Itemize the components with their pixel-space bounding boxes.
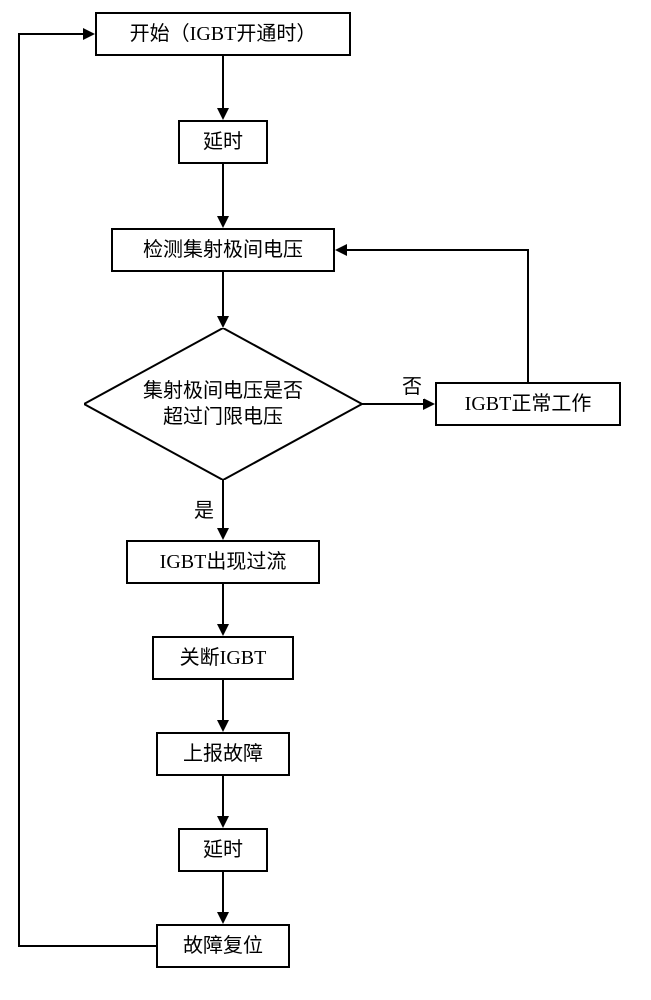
arrowhead-decision-normal [423, 398, 435, 410]
node-delay2-label: 延时 [203, 837, 243, 863]
node-decision: 集射极间电压是否超过门限电压 [84, 328, 362, 480]
edge-decision-normal [362, 403, 423, 405]
arrowhead-delay1-detect [217, 216, 229, 228]
node-normal: IGBT正常工作 [435, 382, 621, 426]
edge-delay2-reset [222, 872, 224, 912]
arrowhead-report-delay2 [217, 816, 229, 828]
edge-normal-detect-v [527, 250, 529, 382]
node-detect-label: 检测集射极间电压 [143, 237, 303, 263]
edge-reset-start-h2 [18, 33, 83, 35]
edge-shutdown-report [222, 680, 224, 720]
arrowhead-overcurrent-shutdown [217, 624, 229, 636]
node-normal-label: IGBT正常工作 [465, 391, 592, 417]
edge-delay1-detect [222, 164, 224, 216]
edge-reset-start-v [18, 33, 20, 947]
edge-start-delay1 [222, 56, 224, 108]
edge-report-delay2 [222, 776, 224, 816]
node-overcurrent: IGBT出现过流 [126, 540, 320, 584]
node-report-label: 上报故障 [183, 741, 263, 767]
arrowhead-reset-start [83, 28, 95, 40]
arrowhead-delay2-reset [217, 912, 229, 924]
edge-normal-detect-h [347, 249, 529, 251]
node-start-label: 开始（IGBT开通时） [130, 21, 317, 47]
edge-detect-decision [222, 272, 224, 316]
arrowhead-decision-overcurrent [217, 528, 229, 540]
node-start: 开始（IGBT开通时） [95, 12, 351, 56]
arrowhead-normal-detect [335, 244, 347, 256]
edge-reset-start-h1 [18, 945, 156, 947]
node-detect: 检测集射极间电压 [111, 228, 335, 272]
node-reset: 故障复位 [156, 924, 290, 968]
node-report: 上报故障 [156, 732, 290, 776]
node-delay2: 延时 [178, 828, 268, 872]
arrowhead-start-delay1 [217, 108, 229, 120]
node-shutdown-label: 关断IGBT [180, 645, 267, 671]
node-reset-label: 故障复位 [183, 933, 263, 959]
edge-label-no: 否 [400, 370, 424, 399]
node-delay1: 延时 [178, 120, 268, 164]
node-overcurrent-label: IGBT出现过流 [160, 549, 287, 575]
edge-label-yes: 是 [192, 494, 216, 523]
edge-decision-overcurrent [222, 480, 224, 528]
arrowhead-shutdown-report [217, 720, 229, 732]
node-shutdown: 关断IGBT [152, 636, 294, 680]
node-decision-label: 集射极间电压是否超过门限电压 [112, 378, 334, 430]
edge-overcurrent-shutdown [222, 584, 224, 624]
arrowhead-detect-decision [217, 316, 229, 328]
node-delay1-label: 延时 [203, 129, 243, 155]
